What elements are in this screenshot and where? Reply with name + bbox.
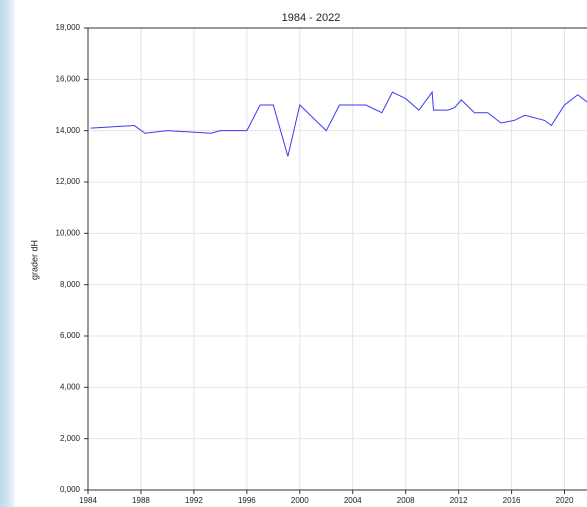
x-tick-label: 1988 (132, 496, 150, 505)
y-tick-label: 12,000 (56, 177, 81, 186)
y-tick-label: 6,000 (60, 331, 81, 340)
y-tick-label: 0,000 (60, 485, 81, 494)
x-tick-label: 1996 (238, 496, 256, 505)
x-tick-label: 2008 (397, 496, 415, 505)
x-tick-label: 1992 (185, 496, 203, 505)
panel (16, 0, 587, 507)
y-tick-label: 4,000 (60, 382, 81, 391)
x-tick-label: 1984 (79, 496, 97, 505)
chart-title: 1984 - 2022 (282, 12, 341, 24)
y-tick-label: 18,000 (56, 23, 81, 32)
line-series (90, 90, 587, 157)
y-tick-label: 2,000 (60, 434, 81, 443)
x-tick-label: 2012 (450, 496, 468, 505)
x-tick-label: 2000 (291, 496, 309, 505)
y-tick-label: 14,000 (56, 126, 81, 135)
y-axis-label: grader dH (29, 240, 39, 280)
x-tick-label: 2004 (344, 496, 362, 505)
y-tick-label: 8,000 (60, 280, 81, 289)
x-tick-label: 2016 (503, 496, 521, 505)
y-tick-label: 10,000 (56, 228, 81, 237)
x-tick-label: 2020 (556, 496, 574, 505)
y-tick-label: 16,000 (56, 74, 81, 83)
